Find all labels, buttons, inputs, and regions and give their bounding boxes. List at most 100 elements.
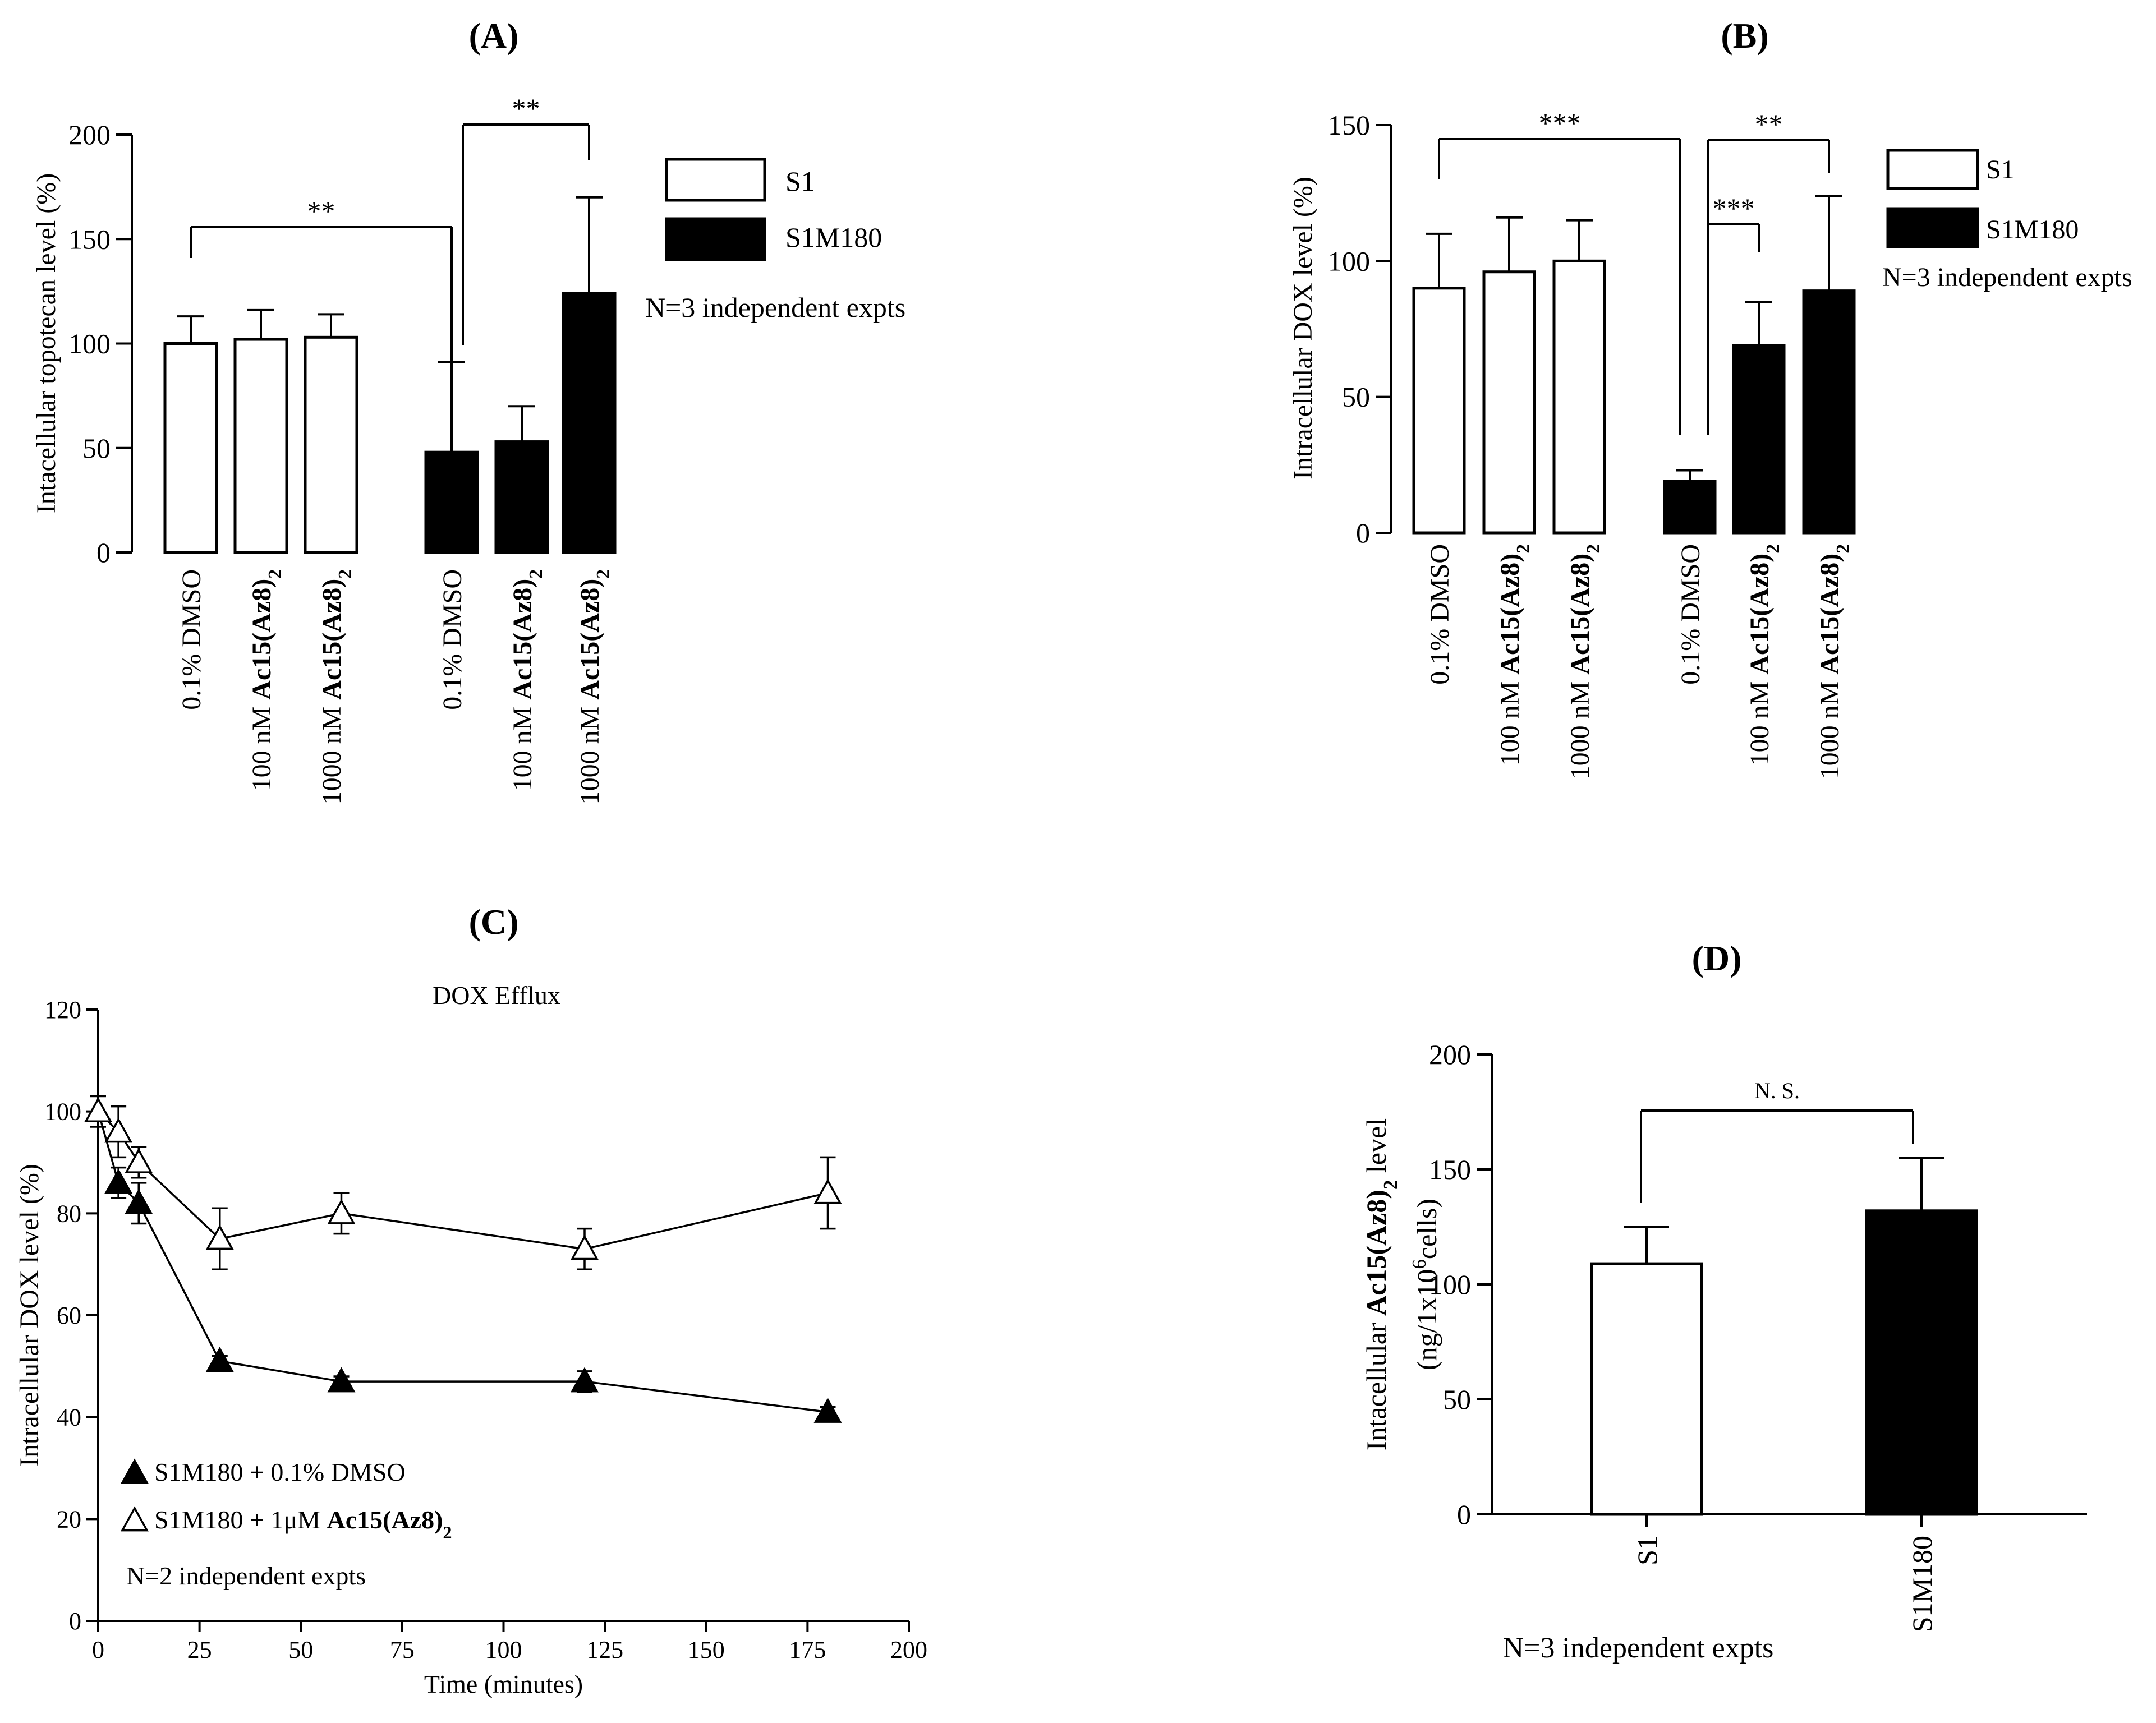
panel-c-data-point [205, 1224, 234, 1250]
panel-c-note: N=2 independent expts [126, 1561, 366, 1590]
panel-b-x-tick-label: 100 nM Ac15(Az8)2 [1745, 544, 1783, 766]
panel-b-label: (B) [1721, 16, 1768, 56]
panel-c-legend-marker [121, 1458, 149, 1484]
panel-a-x-tick-label: 0.1% DMSO [177, 569, 206, 710]
panel-c-y-axis-label: Intracellular DOX level (%) [15, 1164, 44, 1467]
panel-a-y-tick-label: 50 [82, 432, 111, 464]
panel-a-y-tick-label: 100 [68, 328, 111, 360]
panel-b-x-tick-label: 0.1% DMSO [1425, 544, 1455, 685]
panel-d-y-tick-label: 50 [1443, 1384, 1471, 1415]
panel-a-y-axis-label: Intacellular topotecan level (%) [31, 173, 61, 513]
panel-a-label: (A) [469, 16, 519, 56]
panel-c-title: DOX Efflux [433, 981, 560, 1010]
panel-c-x-tick-label: 200 [890, 1636, 927, 1664]
panel-c-legend-label: S1M180 + 0.1% DMSO [154, 1458, 406, 1486]
panel-c-legend-marker [121, 1506, 149, 1532]
panel-a-y-tick-label: 0 [96, 537, 111, 568]
panel-c-x-tick-label: 150 [688, 1636, 725, 1664]
panel-c-y-tick-label: 40 [57, 1404, 81, 1431]
panel-b-y-tick-label: 50 [1342, 381, 1370, 413]
panel-c-data-point [84, 1097, 112, 1123]
panel-c-y-tick-label: 60 [57, 1302, 81, 1329]
panel-a-bar [494, 440, 549, 554]
panel-a-bar [163, 342, 218, 554]
panel-c-series-line [97, 1111, 828, 1413]
panel-b-bar [1412, 287, 1466, 535]
panel-d-bar [1590, 1262, 1703, 1516]
panel-c-x-axis-label: Time (minutes) [424, 1670, 583, 1698]
panel-b-chart: (B) 0 50 100 150 Intracellular DOX level (%)… [1288, 16, 2132, 779]
panel-b-legend-label-s1m180: S1M180 [1986, 215, 2079, 245]
panel-c-data-point [571, 1367, 599, 1393]
panel-a-legend-swatch-s1 [665, 158, 766, 202]
panel-a-x-tick-label: 0.1% DMSO [438, 569, 467, 710]
panel-c-data-point [327, 1199, 356, 1224]
panel-d-y-axis-label-2: (ng/1x106cells) [1408, 1199, 1443, 1370]
panel-c-data-point [104, 1168, 133, 1194]
panel-b-bar [1732, 344, 1786, 535]
panel-c-legend-label: S1M180 + 1μM Ac15(Az8)2 [154, 1505, 452, 1542]
panel-a-note: N=3 independent expts [645, 292, 905, 323]
panel-c-x-tick-label: 25 [187, 1636, 212, 1664]
panel-c-data-point [813, 1397, 842, 1423]
panel-c-x-tick-label: 0 [92, 1636, 104, 1664]
panel-b-legend-swatch-s1 [1886, 149, 1979, 190]
panel-d-sig-label: N. S. [1754, 1078, 1800, 1103]
panel-b-x-tick-label: 100 nM Ac15(Az8)2 [1495, 544, 1534, 766]
panel-a-legend-label-s1m180: S1M180 [785, 222, 882, 253]
panel-a-x-tick-label: 1000 nM Ac15(Az8)2 [575, 569, 614, 804]
panel-a-bar [424, 450, 479, 554]
panel-d-y-tick-label: 100 [1429, 1269, 1471, 1300]
panel-c-data-point [813, 1178, 842, 1204]
panel-c-data-point [125, 1188, 153, 1214]
panel-c-y-tick-label: 0 [69, 1607, 81, 1635]
panel-b-x-tick-label: 1000 nM Ac15(Az8)2 [1815, 544, 1854, 779]
panel-d-bar [1865, 1209, 1978, 1516]
panel-b-bar [1552, 259, 1606, 535]
panel-b-y-tick-label: 0 [1356, 517, 1370, 549]
panel-d-y-axis-label: Intacellular Ac15(Az8)2 level [1360, 1118, 1401, 1450]
panel-a-legend-swatch-s1m180 [665, 217, 766, 261]
panel-c-y-tick-label: 100 [44, 1098, 81, 1126]
panel-c-x-tick-label: 75 [390, 1636, 415, 1664]
panel-d-y-tick-label: 200 [1429, 1039, 1471, 1070]
panel-c-x-tick-label: 175 [789, 1636, 826, 1664]
panel-d-x-tick-label: S1M180 [1906, 1536, 1938, 1632]
panel-a-bar [562, 292, 617, 554]
panel-b-y-tick-label: 150 [1328, 109, 1370, 141]
panel-d-y-tick-label: 150 [1429, 1154, 1471, 1185]
panel-d-label: (D) [1692, 938, 1742, 978]
panel-a-bar [233, 338, 288, 554]
panel-a-sig-label: ** [512, 93, 540, 124]
panel-b-y-tick-label: 100 [1328, 245, 1370, 277]
panel-a-legend-label-s1: S1 [785, 165, 815, 197]
panel-a-x-tick-label: 100 nM Ac15(Az8)2 [247, 569, 286, 791]
panel-c-y-tick-label: 80 [57, 1200, 81, 1227]
panel-b-legend-swatch-s1m180 [1886, 207, 1979, 248]
panel-a-y-tick-label: 200 [68, 119, 111, 150]
panel-b-y-axis-label: Intracellular DOX level (%) [1288, 177, 1318, 480]
panel-c-data-point [327, 1367, 356, 1393]
panel-b-x-tick-label: 1000 nM Ac15(Az8)2 [1565, 544, 1604, 779]
panel-a-x-tick-label: 100 nM Ac15(Az8)2 [508, 569, 546, 791]
panel-b-bar [1663, 480, 1717, 535]
panel-b-legend-label-s1: S1 [1986, 155, 2015, 185]
panel-b-sig-label: *** [1539, 107, 1581, 139]
panel-a-y-tick-label: 150 [68, 223, 111, 255]
panel-b-sig-label: *** [1713, 192, 1755, 224]
panel-d-y-tick-label: 0 [1457, 1499, 1471, 1530]
panel-d-x-tick-label: S1 [1631, 1536, 1663, 1565]
panel-b-sig-label: ** [1755, 108, 1783, 140]
panel-a-sig-label: ** [307, 195, 335, 227]
panel-b-bar [1482, 270, 1536, 535]
panel-b-x-tick-label: 0.1% DMSO [1676, 544, 1706, 685]
panel-c-x-tick-label: 50 [288, 1636, 313, 1664]
panel-d-note: N=3 independent expts [1503, 1632, 1774, 1664]
panel-c-data-point [571, 1234, 599, 1260]
panel-c-label: (C) [469, 902, 519, 942]
panel-c-x-tick-label: 125 [586, 1636, 623, 1664]
panel-a-bar [304, 335, 358, 554]
panel-b-note: N=3 independent expts [1882, 262, 2132, 292]
